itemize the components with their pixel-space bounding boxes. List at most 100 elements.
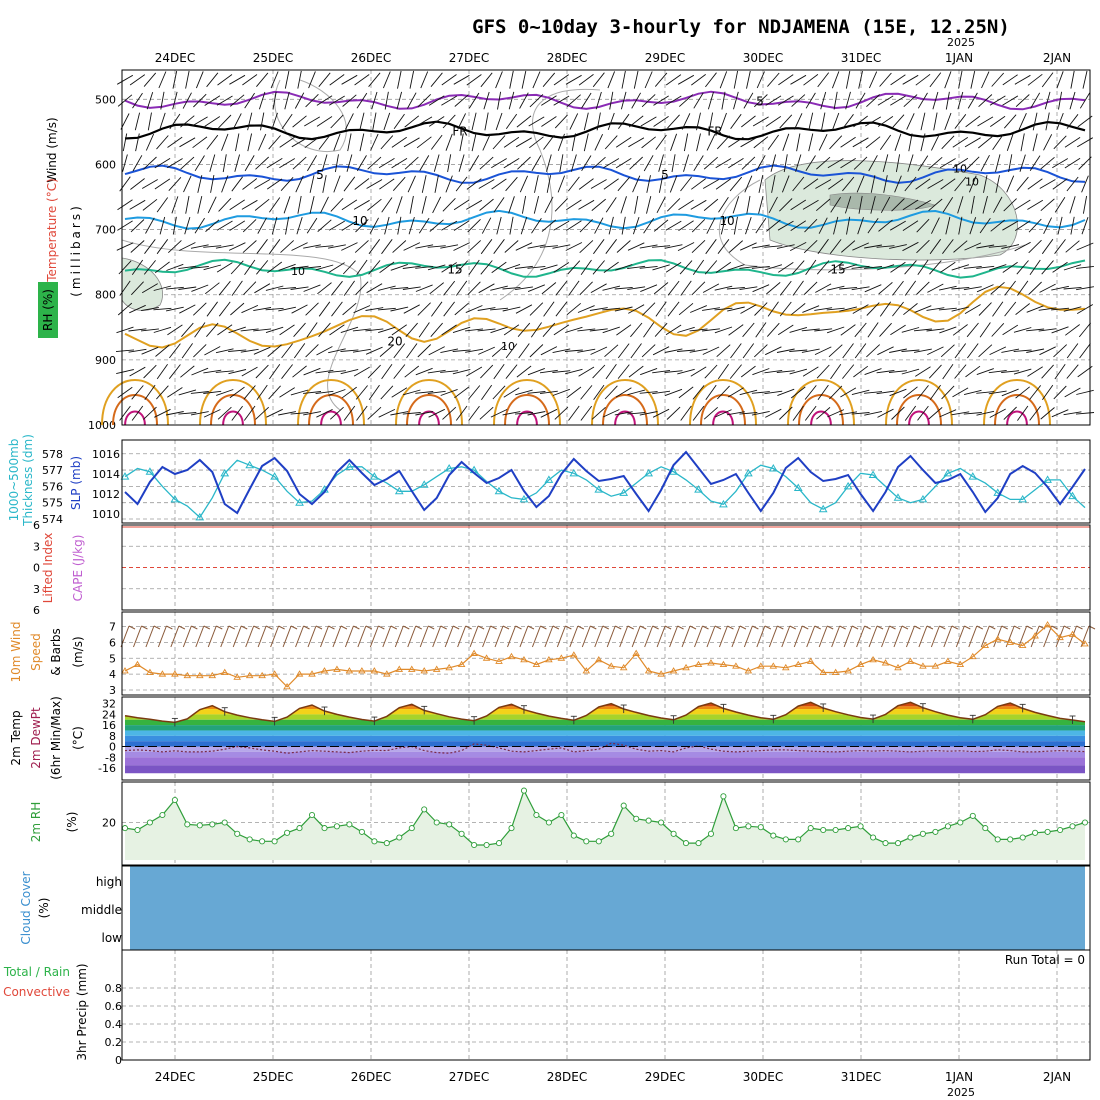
date-label-top: 2JAN	[1043, 51, 1071, 65]
wind-barb	[316, 116, 333, 127]
wind-barb	[791, 94, 806, 107]
temperature-contour	[124, 285, 1086, 349]
wind-barb	[679, 260, 693, 275]
wind10m-barb-tick	[365, 625, 373, 630]
rh2m-point	[209, 821, 216, 828]
wind-barb	[315, 369, 334, 374]
wind-barb	[864, 391, 883, 394]
date-label-top: 31DEC	[841, 51, 881, 65]
wind-barb	[1069, 196, 1076, 214]
wind-barb	[728, 158, 744, 169]
wind-barb	[792, 280, 804, 296]
wind10m-point	[744, 667, 753, 674]
surface-temperature-contour	[504, 394, 550, 426]
wind-barb	[143, 364, 157, 379]
wind-barb	[982, 195, 988, 214]
wind10m-point	[245, 671, 254, 679]
wind-barb	[480, 72, 493, 88]
wind-barb	[455, 176, 468, 192]
wind-barb	[652, 369, 671, 374]
wind10m-barb	[469, 625, 479, 648]
wind-barb	[578, 366, 595, 377]
wind-barb	[614, 411, 633, 416]
wind10m-barb	[270, 625, 280, 648]
wind-barb	[539, 390, 558, 395]
wind10m-point	[1043, 621, 1052, 628]
wind-barb	[1001, 244, 1020, 249]
wind-barb	[194, 217, 205, 234]
wind10m-point	[445, 663, 453, 671]
thickness-point	[369, 472, 379, 480]
wind-barb	[483, 91, 490, 110]
wind10m-barb	[544, 625, 554, 648]
rh2m-point	[396, 834, 403, 841]
wind-barb	[758, 195, 764, 214]
wind-barb	[169, 113, 181, 130]
wind-barb	[646, 195, 652, 214]
wind10m-barb-tick	[1076, 625, 1083, 630]
wind-barb	[215, 348, 234, 354]
wind-barb	[135, 133, 140, 152]
wind10m-point	[333, 665, 341, 672]
wind-barb	[341, 220, 358, 231]
wind-barb	[453, 242, 470, 251]
rh2m-point	[882, 840, 889, 847]
wind-barb	[1044, 91, 1051, 110]
thickness-point	[694, 485, 703, 493]
thickness-point	[170, 494, 180, 503]
wind-barb	[430, 322, 443, 337]
wind-barb	[826, 285, 845, 291]
wind10m-barb	[831, 625, 841, 648]
wind-barb	[703, 198, 719, 211]
wind-barb	[831, 71, 840, 89]
wind10m-barb-tick	[577, 625, 585, 630]
wind-barb	[217, 74, 233, 86]
wind-barb	[995, 175, 1000, 193]
wind-barb	[864, 284, 882, 293]
temperature-contour	[124, 209, 1086, 230]
slp-tick-label: 1014	[92, 468, 120, 481]
wind-barb	[828, 261, 844, 273]
wind-barb	[256, 260, 269, 275]
rh2m-point	[969, 812, 976, 819]
wind-barb	[877, 346, 894, 356]
wind-barb	[508, 196, 515, 214]
rh2m-point	[171, 796, 178, 804]
wind-barb	[639, 244, 658, 249]
wind-barb	[791, 303, 806, 316]
wind-barb	[553, 220, 570, 231]
wind-barb	[156, 364, 168, 380]
wind-barb	[122, 133, 128, 152]
wind10m-point	[794, 660, 803, 668]
wind-barb	[1045, 112, 1050, 131]
wind-barb	[495, 71, 503, 89]
contour-label: 5	[661, 168, 669, 182]
wind-barb	[372, 112, 377, 131]
wind-barb	[952, 137, 969, 148]
wind-barb	[827, 158, 844, 169]
wind-barb	[853, 115, 868, 128]
wind-barb	[628, 365, 644, 378]
wind-barb	[546, 175, 552, 193]
wind-barb	[328, 244, 346, 249]
wind10m-barb	[282, 625, 292, 648]
wind-barb	[702, 346, 720, 355]
wind-barb	[528, 116, 545, 127]
wind-barb	[868, 155, 878, 172]
wind-barb	[1029, 155, 1041, 171]
wind10m-point	[919, 662, 927, 669]
wind-barb	[265, 307, 284, 311]
slp-label: SLP (mb)	[69, 456, 83, 510]
wind10m-point	[881, 659, 890, 666]
wind-barb	[552, 348, 571, 354]
wind-barb	[967, 343, 979, 359]
wind-barb	[816, 364, 830, 379]
precip-total-label: Total / Rain	[3, 965, 70, 979]
surface-temperature-contour	[908, 410, 930, 426]
wind10m-barb-tick	[477, 625, 485, 630]
wind-barb	[266, 408, 283, 418]
wind-barb	[632, 216, 640, 235]
wind-barb	[917, 259, 929, 275]
wind-barb	[141, 307, 159, 312]
wind-barb	[602, 307, 621, 311]
